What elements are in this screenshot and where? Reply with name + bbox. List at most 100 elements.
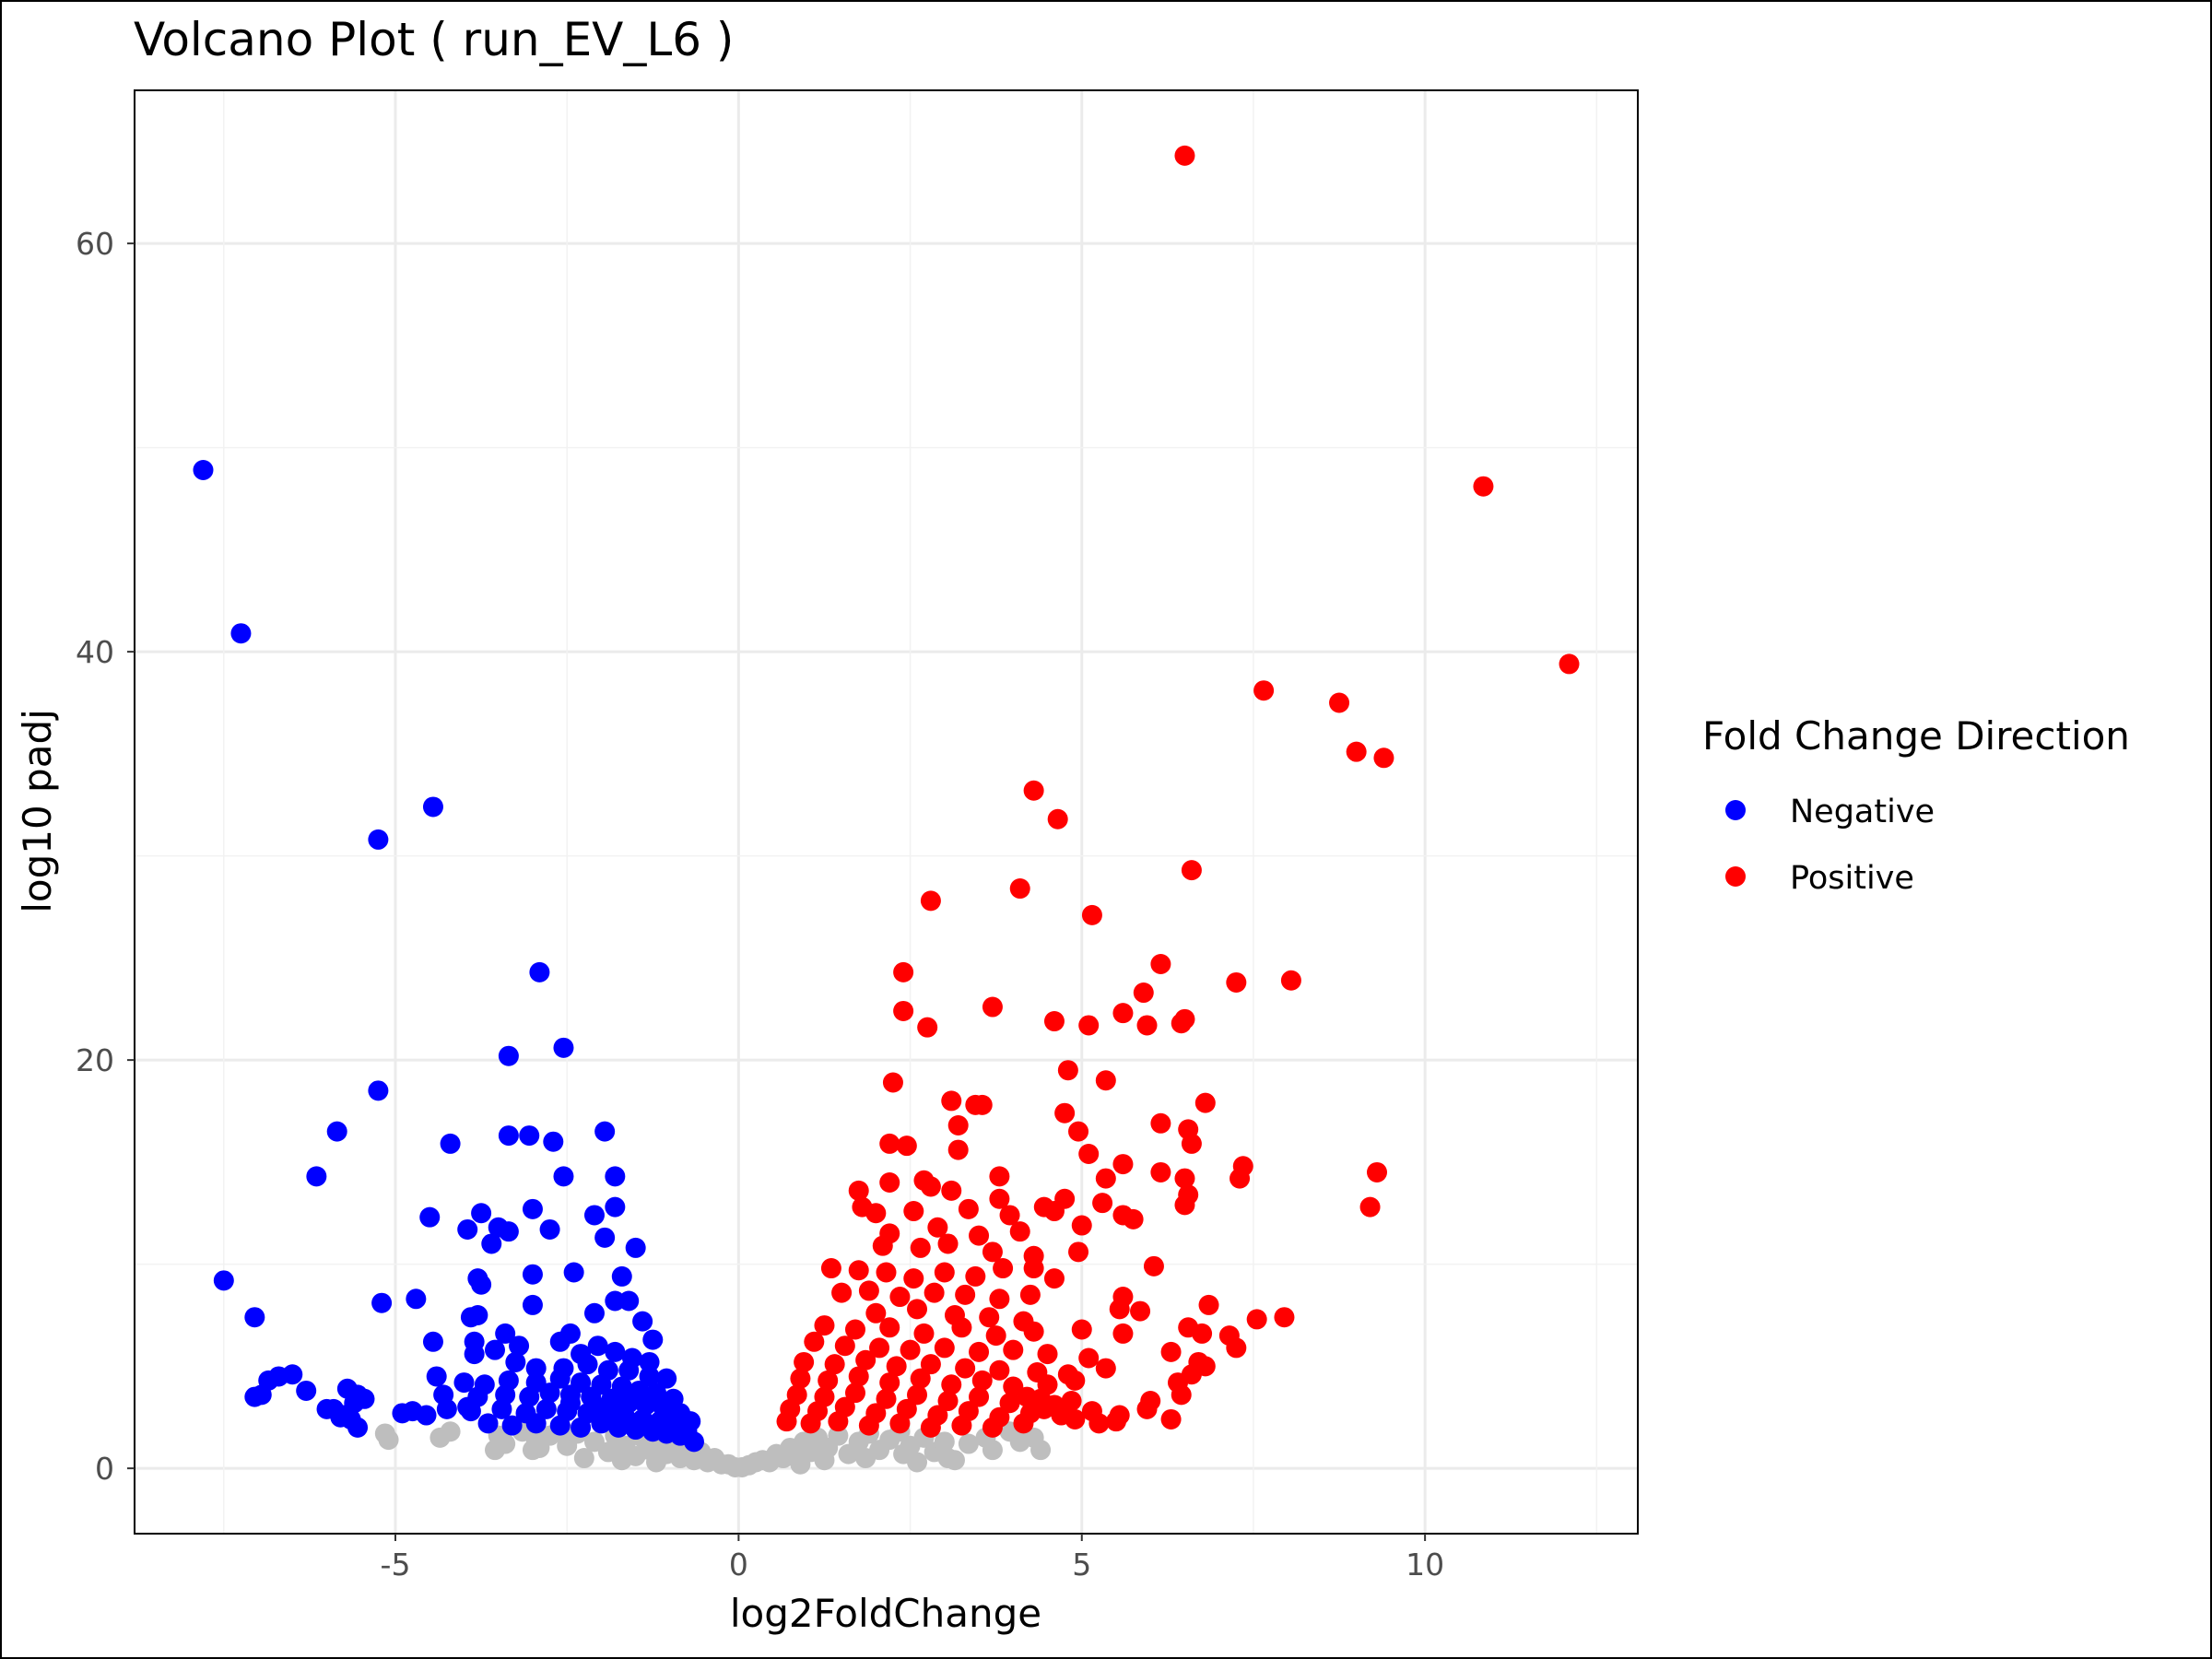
positive-point bbox=[831, 1282, 853, 1303]
positive-point bbox=[989, 1359, 1010, 1381]
not-significant-point bbox=[944, 1450, 965, 1471]
y-axis-title: log10 padj bbox=[15, 709, 60, 913]
positive-point bbox=[893, 1000, 914, 1021]
positive-point bbox=[1253, 680, 1275, 701]
positive-point bbox=[1081, 904, 1102, 925]
x-axis-title: log2FoldChange bbox=[730, 1591, 1041, 1636]
legend-title: Fold Change Direction bbox=[1702, 713, 2130, 759]
positive-point bbox=[1047, 808, 1068, 830]
negative-point bbox=[244, 1307, 265, 1328]
y-axis-ticks: 0 20 40 60 bbox=[76, 226, 135, 1487]
positive-point bbox=[1037, 1344, 1058, 1365]
positive-point bbox=[982, 1241, 1003, 1263]
negative-point bbox=[583, 1205, 605, 1226]
negative-point bbox=[464, 1344, 485, 1365]
positive-point bbox=[1112, 1154, 1134, 1175]
positive-point bbox=[913, 1323, 935, 1344]
positive-point bbox=[879, 1172, 900, 1194]
negative-point bbox=[193, 459, 214, 480]
positive-point bbox=[844, 1382, 865, 1404]
positive-point bbox=[1023, 1258, 1044, 1279]
positive-point bbox=[879, 1317, 900, 1338]
positive-point bbox=[1280, 970, 1301, 991]
positive-point bbox=[903, 1268, 924, 1289]
positive-point bbox=[999, 1393, 1020, 1414]
x-tick-label: -5 bbox=[381, 1547, 411, 1583]
negative-point bbox=[471, 1274, 492, 1295]
positive-point bbox=[947, 1115, 969, 1136]
chart-title: Volcano Plot ( run_EV_L6 ) bbox=[134, 13, 734, 66]
positive-point bbox=[1136, 1398, 1158, 1419]
positive-point bbox=[1023, 780, 1044, 801]
negative-point bbox=[525, 1358, 547, 1379]
not-significant-point bbox=[611, 1450, 632, 1471]
positive-point bbox=[1009, 878, 1030, 900]
negative-point bbox=[440, 1133, 461, 1154]
positive-point bbox=[951, 1415, 972, 1436]
negative-point bbox=[498, 1221, 519, 1242]
negative-point bbox=[525, 1413, 547, 1434]
positive-point bbox=[889, 1287, 911, 1308]
positive-point bbox=[886, 1356, 907, 1377]
positive-point bbox=[879, 1372, 900, 1394]
negative-point bbox=[422, 1331, 443, 1352]
positive-point bbox=[971, 1370, 993, 1391]
positive-point bbox=[999, 1205, 1020, 1226]
positive-point bbox=[848, 1366, 869, 1387]
positive-point bbox=[1071, 1319, 1092, 1340]
y-tick-label: 20 bbox=[76, 1042, 114, 1078]
negative-point bbox=[549, 1415, 571, 1436]
negative-point bbox=[611, 1265, 632, 1287]
negative-point bbox=[608, 1398, 629, 1419]
plot-panel-border bbox=[134, 89, 1639, 1535]
legend-label-positive: Positive bbox=[1790, 860, 1914, 897]
positive-point bbox=[1092, 1193, 1113, 1214]
negative-point bbox=[306, 1166, 327, 1187]
positive-point bbox=[1194, 1092, 1216, 1113]
negative-point bbox=[406, 1288, 427, 1310]
not-significant-point bbox=[573, 1448, 594, 1469]
negative-point bbox=[522, 1198, 543, 1219]
positive-point bbox=[1105, 1411, 1126, 1432]
positive-point bbox=[848, 1180, 869, 1201]
positive-point bbox=[1143, 1255, 1164, 1277]
positive-point bbox=[989, 1288, 1010, 1310]
positive-point bbox=[790, 1368, 811, 1389]
positive-point bbox=[1192, 1323, 1213, 1344]
positive-point bbox=[1068, 1241, 1089, 1263]
positive-point bbox=[965, 1265, 986, 1287]
legend-label-negative: Negative bbox=[1790, 794, 1935, 830]
positive-point bbox=[1013, 1413, 1034, 1434]
positive-point bbox=[872, 1235, 893, 1256]
negative-point bbox=[632, 1311, 653, 1332]
positive-point bbox=[1150, 1161, 1171, 1182]
grid-lines bbox=[135, 90, 1638, 1534]
negative-point bbox=[563, 1262, 584, 1283]
positive-point bbox=[1095, 1358, 1116, 1379]
not-significant-point bbox=[828, 1425, 849, 1446]
not-significant-point bbox=[907, 1452, 928, 1473]
negative-point bbox=[213, 1270, 234, 1291]
positive-point bbox=[982, 1417, 1003, 1438]
y-tick-label: 40 bbox=[76, 634, 114, 670]
positive-point bbox=[993, 1258, 1014, 1279]
negative-point bbox=[519, 1386, 540, 1407]
negative-point bbox=[639, 1351, 660, 1372]
positive-point bbox=[920, 1176, 941, 1197]
not-significant-point bbox=[790, 1453, 811, 1475]
not-significant-point bbox=[855, 1448, 877, 1469]
positive-point bbox=[989, 1166, 1010, 1187]
positive-point bbox=[1136, 1015, 1158, 1036]
negative-point bbox=[583, 1302, 605, 1324]
negative-point bbox=[591, 1413, 612, 1434]
positive-point bbox=[1226, 971, 1247, 993]
positive-point bbox=[1198, 1294, 1219, 1315]
x-tick-label: 5 bbox=[1072, 1547, 1091, 1583]
negative-point bbox=[230, 623, 252, 644]
not-significant-point bbox=[958, 1433, 979, 1454]
positive-point bbox=[927, 1217, 948, 1238]
positive-point bbox=[1174, 1194, 1195, 1216]
not-significant-point bbox=[495, 1433, 516, 1454]
negative-point bbox=[605, 1196, 626, 1218]
positive-point bbox=[917, 1017, 938, 1038]
